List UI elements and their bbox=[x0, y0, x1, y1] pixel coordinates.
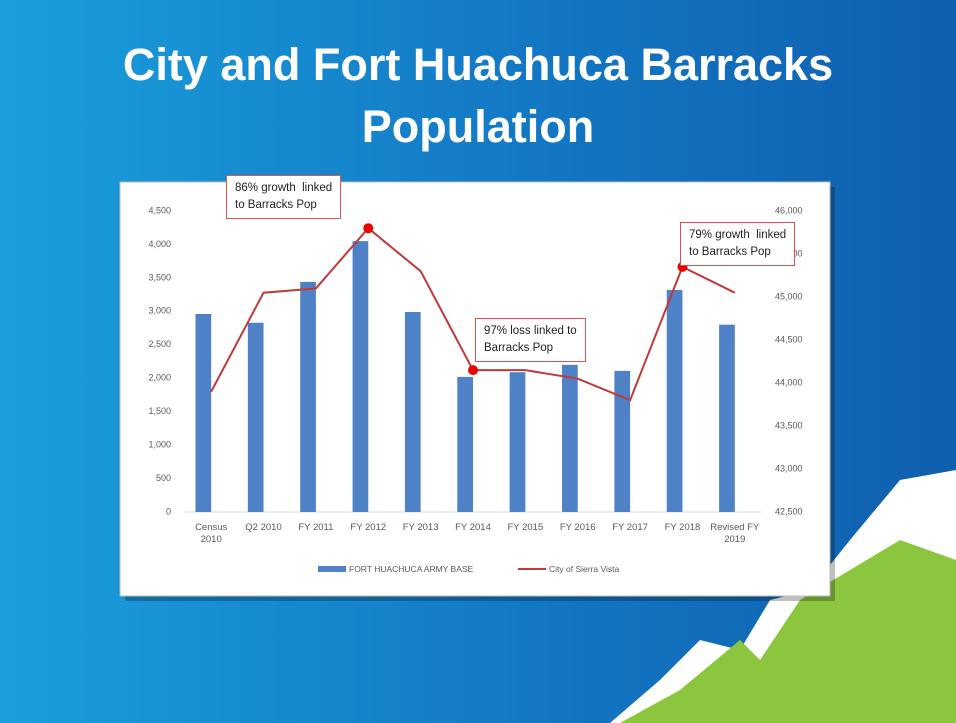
y-tick-label: 0 bbox=[166, 506, 171, 516]
highlight-dot bbox=[363, 223, 374, 234]
y2-tick-label: 43,000 bbox=[775, 463, 803, 473]
y-tick-label: 4,500 bbox=[148, 205, 171, 215]
x-tick-label: Census 2010 bbox=[195, 522, 228, 545]
y-tick-label: 3,000 bbox=[148, 306, 171, 316]
annotation: 86% growth linked to Barracks Pop bbox=[226, 175, 342, 219]
annotation-line: to Barracks Pop bbox=[235, 199, 317, 211]
annotation-line: 86% growth linked bbox=[235, 182, 333, 194]
y2-tick-label: 44,500 bbox=[775, 334, 803, 344]
x-tick-label: FY 2016 bbox=[559, 522, 596, 533]
y2-tick-label: 43,500 bbox=[775, 420, 803, 430]
chart-title: City and Fort Huachuca Barracks Populati… bbox=[122, 39, 834, 152]
bar bbox=[247, 322, 264, 512]
x-tick-label: Q2 2010 bbox=[245, 522, 282, 533]
y2-tick-label: 42,500 bbox=[775, 506, 803, 516]
y-tick-label: 2,500 bbox=[148, 339, 171, 349]
bar bbox=[457, 376, 473, 512]
y-tick-label: 2,000 bbox=[148, 373, 171, 383]
bar bbox=[562, 364, 578, 512]
legend-label: City of Sierra Vista bbox=[549, 564, 620, 574]
y-tick-label: 3,500 bbox=[148, 272, 171, 282]
bar bbox=[509, 372, 526, 512]
y-tick-label: 500 bbox=[156, 473, 171, 483]
bar bbox=[195, 314, 212, 512]
bar bbox=[614, 370, 631, 512]
highlight-dot bbox=[468, 365, 478, 376]
legend-swatch bbox=[318, 566, 346, 572]
annotation-line: Barracks Pop bbox=[484, 342, 554, 354]
y-tick-label: 4,000 bbox=[148, 239, 171, 249]
y2-tick-label: 44,000 bbox=[775, 377, 803, 387]
y2-tick-label: 46,000 bbox=[775, 205, 803, 215]
bar bbox=[404, 312, 421, 512]
x-tick-label: FY 2017 bbox=[612, 522, 648, 533]
x-tick-label: FY 2012 bbox=[350, 522, 387, 533]
y-tick-label: 1,500 bbox=[148, 406, 171, 416]
bar bbox=[666, 289, 683, 512]
y2-tick-label: 45,000 bbox=[775, 291, 803, 301]
annotation-line: to Barracks Pop bbox=[689, 246, 771, 258]
bar bbox=[300, 281, 316, 512]
bar bbox=[352, 241, 369, 512]
x-tick-label: FY 2013 bbox=[402, 522, 439, 533]
x-tick-label: Revised FY 2019 bbox=[710, 522, 760, 545]
legend-label: FORT HUACHUCA ARMY BASE bbox=[349, 564, 474, 574]
annotation: 97% loss linked to Barracks Pop bbox=[475, 318, 586, 362]
x-tick-label: FY 2011 bbox=[298, 522, 334, 533]
annotation: 79% growth linked to Barracks Pop bbox=[680, 222, 796, 266]
x-tick-label: FY 2018 bbox=[664, 522, 701, 533]
y-tick-label: 1,000 bbox=[148, 439, 171, 449]
bar bbox=[719, 324, 735, 512]
x-tick-label: FY 2014 bbox=[455, 522, 491, 533]
x-tick-label: FY 2015 bbox=[507, 522, 544, 533]
annotation-line: 79% growth linked bbox=[689, 229, 787, 241]
annotation-line: 97% loss linked to bbox=[484, 325, 577, 337]
mountain bbox=[620, 540, 956, 723]
